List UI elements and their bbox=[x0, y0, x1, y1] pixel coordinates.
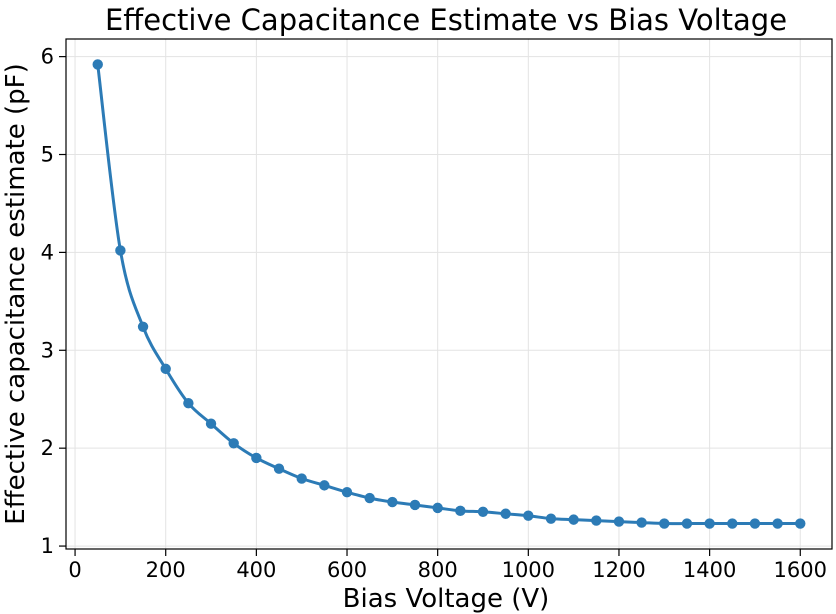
data-point bbox=[228, 438, 239, 449]
y-axis-label: Effective capacitance estimate (pF) bbox=[1, 63, 31, 524]
x-tick-label: 1200 bbox=[592, 558, 645, 582]
grid bbox=[66, 39, 832, 549]
data-point bbox=[115, 245, 126, 256]
data-point bbox=[432, 502, 443, 514]
data-point bbox=[704, 518, 715, 529]
data-point bbox=[205, 418, 217, 429]
y-tick-label: 4 bbox=[41, 240, 54, 264]
data-point bbox=[727, 518, 738, 529]
data-point bbox=[613, 516, 625, 527]
data-point bbox=[681, 518, 693, 529]
data-point bbox=[455, 505, 466, 517]
data-point bbox=[160, 363, 171, 375]
axis-ticks: 0 200 400 600 800 1000 1200 1400 1600 1 2 3 4 5 6 bbox=[41, 45, 827, 582]
x-axis-label: Bias Voltage (V) bbox=[343, 584, 550, 614]
x-tick-label: 1600 bbox=[774, 558, 827, 582]
data-point bbox=[591, 515, 602, 526]
data-point bbox=[659, 518, 670, 529]
y-tick-label: 6 bbox=[41, 45, 54, 69]
data-point bbox=[523, 510, 534, 521]
data-point bbox=[296, 473, 307, 484]
y-tick-label: 3 bbox=[41, 338, 54, 362]
x-tick-label: 0 bbox=[68, 558, 81, 582]
series-line bbox=[96, 64, 801, 526]
data-point bbox=[409, 499, 421, 511]
y-tick-label: 2 bbox=[41, 436, 54, 460]
data-point bbox=[387, 496, 398, 508]
series-layer bbox=[92, 59, 806, 529]
data-point bbox=[137, 321, 149, 332]
x-tick-label: 600 bbox=[327, 558, 367, 582]
data-point bbox=[568, 514, 579, 525]
x-tick-label: 400 bbox=[236, 558, 276, 582]
data-point bbox=[251, 452, 262, 464]
x-tick-label: 1000 bbox=[502, 558, 555, 582]
x-tick-label: 800 bbox=[418, 558, 458, 582]
data-point bbox=[341, 487, 353, 498]
data-point bbox=[545, 513, 557, 524]
data-point bbox=[364, 492, 375, 504]
plot-area bbox=[65, 38, 833, 550]
x-tick-label: 200 bbox=[146, 558, 186, 582]
data-point bbox=[319, 480, 330, 491]
data-point bbox=[183, 397, 194, 409]
chart-title: Effective Capacitance Estimate vs Bias V… bbox=[105, 3, 787, 37]
data-point bbox=[477, 506, 489, 518]
data-point bbox=[636, 517, 647, 528]
data-point bbox=[772, 518, 783, 529]
data-point bbox=[273, 463, 285, 474]
data-point bbox=[795, 518, 806, 529]
x-tick-label: 1400 bbox=[683, 558, 736, 582]
y-tick-label: 1 bbox=[41, 534, 54, 558]
data-point bbox=[749, 518, 761, 529]
data-point bbox=[92, 59, 103, 70]
y-tick-label: 5 bbox=[41, 143, 54, 167]
data-point bbox=[500, 508, 511, 519]
